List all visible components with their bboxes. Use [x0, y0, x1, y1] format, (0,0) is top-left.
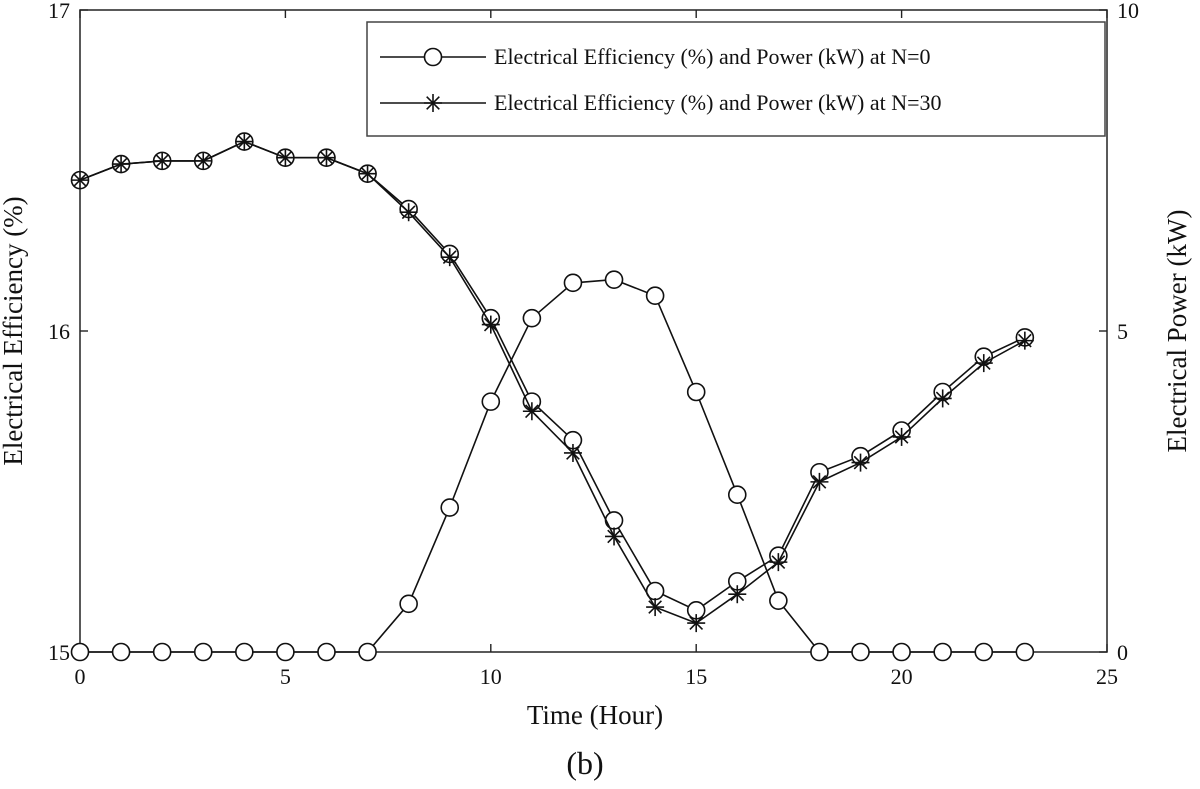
data-point-circle	[1015, 642, 1035, 662]
data-point-circle	[193, 642, 213, 662]
series-layer	[70, 132, 1035, 662]
left-y-tick-label: 17	[48, 0, 70, 23]
data-point-circle	[892, 642, 911, 662]
left-y-axis: 15 16 17	[48, 0, 88, 665]
data-point-asterisk	[810, 472, 829, 491]
x-axis-title: Time (Hour)	[527, 700, 663, 730]
left-y-tick-label: 15	[48, 640, 70, 665]
data-point-circle	[604, 270, 624, 289]
data-point-circle	[276, 642, 295, 662]
data-point-circle	[481, 392, 501, 411]
data-point-circle	[111, 642, 131, 662]
data-point-circle	[563, 273, 583, 293]
legend-circle-marker	[423, 47, 443, 67]
right-y-tick-label: 10	[1117, 0, 1139, 23]
data-point-asterisk	[481, 315, 500, 334]
data-point-asterisk	[563, 443, 582, 462]
data-point-circle	[686, 382, 706, 402]
data-point-circle	[399, 594, 418, 614]
data-point-circle	[851, 642, 870, 662]
x-tick-label: 0	[75, 664, 86, 689]
legend-asterisk-marker	[424, 94, 442, 112]
data-point-circle	[810, 642, 829, 662]
data-point-circle	[645, 286, 665, 305]
data-point-circle	[317, 642, 336, 662]
right-y-axis-title: Electrical Power (kW)	[1162, 210, 1192, 453]
data-point-asterisk	[851, 453, 870, 472]
data-point-asterisk	[358, 164, 377, 183]
data-point-circle	[769, 591, 788, 610]
data-point-asterisk	[933, 389, 952, 408]
left-y-axis-title: Electrical Efficiency (%)	[0, 196, 28, 465]
legend-label-n30: Electrical Efficiency (%) and Power (kW)…	[494, 90, 942, 115]
data-point-circle	[235, 642, 254, 662]
legend-box	[366, 21, 1106, 137]
data-point-asterisk	[276, 148, 295, 167]
legend-circle-icon	[423, 47, 443, 67]
x-tick-label: 20	[891, 664, 913, 689]
data-point-asterisk	[1015, 331, 1034, 350]
data-point-asterisk	[194, 151, 213, 170]
x-tick-label: 15	[685, 664, 707, 689]
right-y-tick-label: 0	[1117, 640, 1128, 665]
legend-asterisk-icon	[424, 94, 442, 112]
data-point-circle	[604, 511, 624, 530]
data-point-circle	[522, 308, 542, 328]
data-point-asterisk	[399, 203, 418, 222]
data-point-asterisk	[605, 527, 624, 546]
right-y-axis: 0 5 10	[1099, 0, 1139, 665]
data-point-asterisk	[235, 132, 254, 151]
right-y-tick-label: 5	[1117, 319, 1128, 344]
data-point-asterisk	[522, 402, 541, 421]
data-point-circle	[152, 642, 172, 662]
x-tick-label: 5	[280, 664, 291, 689]
data-point-asterisk	[317, 148, 336, 167]
data-point-circle	[974, 642, 994, 662]
data-point-asterisk	[974, 354, 993, 373]
data-point-asterisk	[687, 614, 706, 633]
x-tick-label: 25	[1096, 664, 1118, 689]
data-point-circle	[933, 642, 952, 662]
data-point-circle	[440, 498, 460, 517]
data-point-asterisk	[728, 585, 747, 604]
data-point-asterisk	[440, 248, 459, 267]
data-point-asterisk	[892, 427, 911, 446]
data-point-circle	[358, 642, 377, 662]
data-point-asterisk	[646, 598, 665, 617]
data-point-circle	[70, 642, 90, 662]
legend: Electrical Efficiency (%) and Power (kW)…	[366, 21, 1106, 137]
figure-caption: (b)	[566, 745, 603, 781]
data-point-asterisk	[153, 151, 172, 170]
x-tick-label: 10	[480, 664, 502, 689]
legend-label-n0: Electrical Efficiency (%) and Power (kW)…	[494, 44, 931, 69]
data-point-circle	[727, 485, 747, 505]
data-point-asterisk	[112, 155, 131, 174]
series-line-1	[79, 140, 1026, 625]
left-y-tick-label: 16	[48, 319, 70, 344]
data-point-asterisk	[769, 553, 788, 572]
data-point-asterisk	[71, 171, 89, 190]
